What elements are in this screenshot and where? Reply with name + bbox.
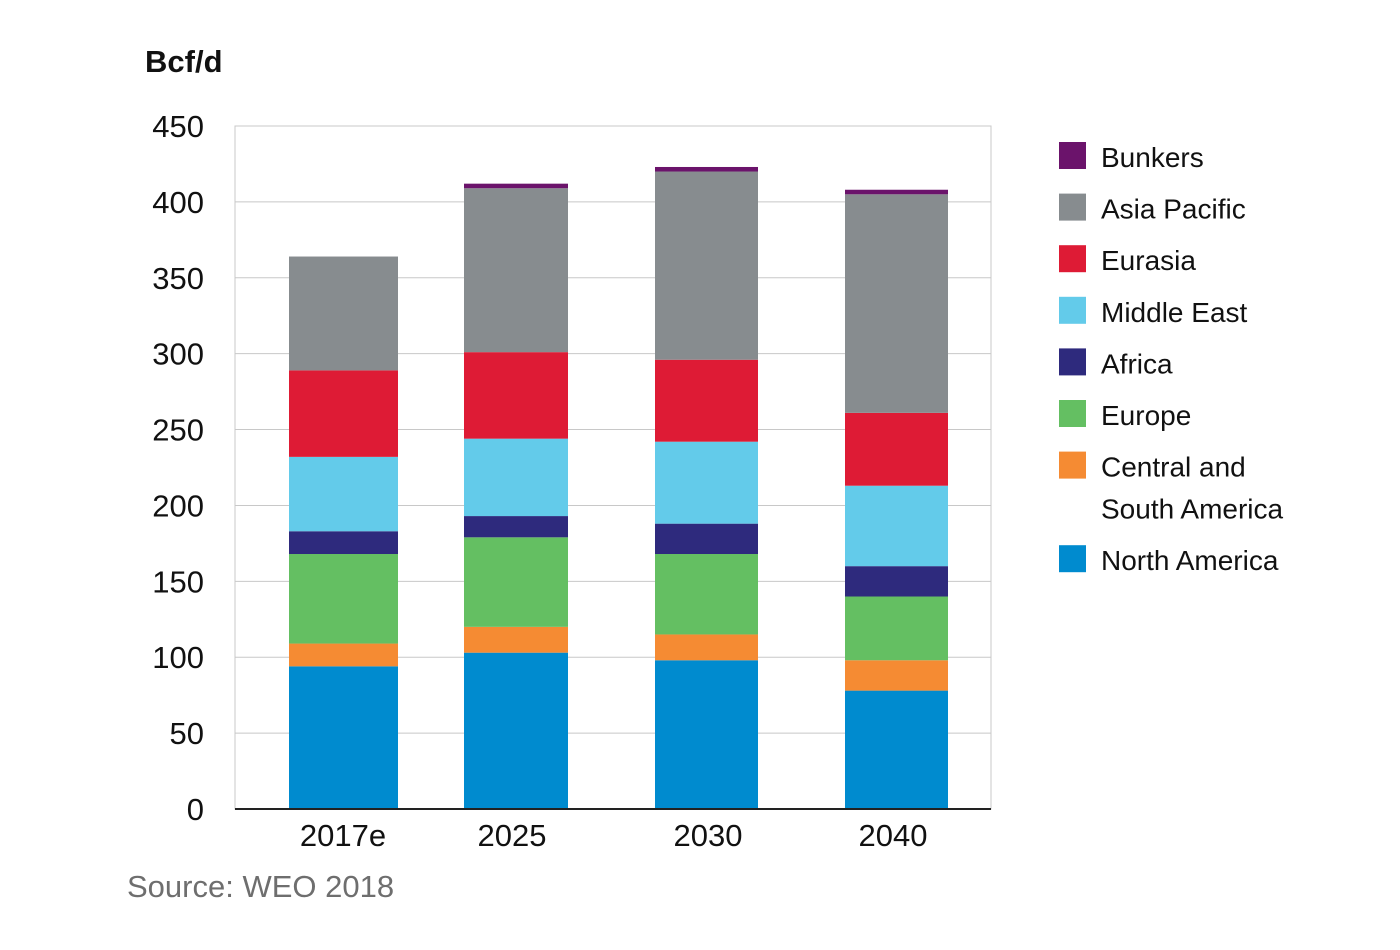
legend-item-bunkers: Bunkers — [1059, 142, 1204, 173]
y-axis-unit-label: Bcf/d — [145, 44, 223, 79]
legend-swatch — [1059, 400, 1086, 427]
bar-segment-bunkers-2030 — [655, 166, 758, 172]
legend-item-eurasia: Eurasia — [1059, 245, 1196, 276]
bar-segment-europe-2030 — [655, 554, 758, 635]
legend-swatch — [1059, 451, 1086, 479]
bar-segment-north-america-2030 — [655, 660, 758, 809]
bar-segment-europe-2040 — [845, 596, 948, 661]
legend-label: South America — [1101, 494, 1284, 525]
bar-segment-africa-2017e — [289, 531, 398, 555]
bar-segment-africa-2025 — [464, 516, 568, 538]
legend-item-europe: Europe — [1059, 400, 1191, 431]
legend-label: Bunkers — [1101, 142, 1204, 173]
y-tick-label: 400 — [152, 185, 204, 220]
legend-label: Central and — [1101, 452, 1246, 483]
bar-segment-central-and-south-america-2030 — [655, 634, 758, 661]
legend-label: North America — [1101, 545, 1279, 576]
y-tick-label: 150 — [152, 564, 204, 599]
y-tick-label: 200 — [152, 488, 204, 523]
y-tick-label: 300 — [152, 337, 204, 372]
bar-segment-bunkers-2025 — [464, 183, 568, 189]
bar-segment-eurasia-2040 — [845, 412, 948, 486]
x-tick-label: 2040 — [859, 818, 928, 853]
legend: Bunkers Asia Pacific Eurasia Middle East Afr… — [1059, 142, 1284, 576]
legend-label: Eurasia — [1101, 245, 1196, 276]
axis-layer: 0 50 100 150 200 250 300 350 400 450 2017e 2025 2030… — [152, 109, 991, 853]
bar-segment-middle-east-2030 — [655, 441, 758, 524]
legend-label: Europe — [1101, 400, 1191, 431]
legend-label: Africa — [1101, 348, 1173, 379]
bar-segment-eurasia-2025 — [464, 352, 568, 439]
bar-segment-asia-pacific-2017e — [289, 256, 398, 371]
source-note: Source: WEO 2018 — [127, 869, 394, 904]
legend-item-africa: Africa — [1059, 348, 1173, 379]
bar-segment-central-and-south-america-2025 — [464, 626, 568, 653]
bar-segment-middle-east-2017e — [289, 456, 398, 532]
bar-segment-africa-2030 — [655, 523, 758, 555]
bar-segment-asia-pacific-2040 — [845, 194, 948, 413]
bars-layer — [289, 166, 948, 809]
bar-segment-central-and-south-america-2040 — [845, 660, 948, 691]
bar-segment-eurasia-2030 — [655, 359, 758, 442]
x-tick-label: 2017e — [300, 818, 386, 853]
bar-segment-middle-east-2025 — [464, 438, 568, 517]
bar-segment-bunkers-2040 — [845, 189, 948, 195]
x-tick-label: 2030 — [674, 818, 743, 853]
legend-swatch — [1059, 193, 1086, 221]
y-tick-label: 250 — [152, 413, 204, 448]
bar-segment-asia-pacific-2030 — [655, 171, 758, 360]
legend-swatch — [1059, 348, 1086, 376]
legend-swatch — [1059, 245, 1086, 273]
bar-segment-europe-2025 — [464, 537, 568, 627]
legend-swatch — [1059, 296, 1086, 324]
bar-segment-central-and-south-america-2017e — [289, 643, 398, 667]
bar-segment-asia-pacific-2025 — [464, 188, 568, 353]
legend-item-middle-east: Middle East — [1059, 296, 1248, 328]
x-tick-label: 2025 — [478, 818, 547, 853]
legend-item-north-america: North America — [1059, 545, 1279, 576]
bar-segment-africa-2040 — [845, 566, 948, 597]
y-tick-label: 100 — [152, 640, 204, 675]
y-tick-label: 0 — [187, 792, 204, 827]
bar-segment-eurasia-2017e — [289, 370, 398, 457]
bar-segment-north-america-2017e — [289, 666, 398, 809]
y-tick-label: 350 — [152, 261, 204, 296]
y-tick-label: 450 — [152, 109, 204, 144]
legend-swatch — [1059, 545, 1086, 573]
bar-segment-north-america-2040 — [845, 690, 948, 809]
legend-label: Middle East — [1101, 297, 1248, 328]
bar-segment-middle-east-2040 — [845, 485, 948, 567]
legend-label: Asia Pacific — [1101, 194, 1246, 225]
y-tick-label: 50 — [170, 716, 204, 751]
bar-segment-europe-2017e — [289, 554, 398, 644]
bar-segment-north-america-2025 — [464, 652, 568, 809]
legend-item-central-and-south-america: Central and South America — [1059, 451, 1284, 525]
legend-swatch — [1059, 142, 1086, 169]
legend-item-asia-pacific: Asia Pacific — [1059, 193, 1246, 225]
